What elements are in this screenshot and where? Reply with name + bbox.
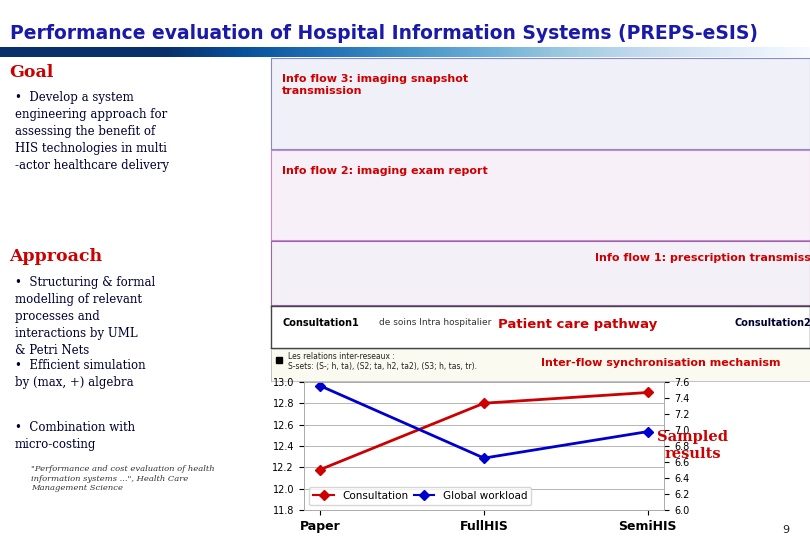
Text: "Performance and cost evaluation of health
information systems ...", Health Care: "Performance and cost evaluation of heal… xyxy=(32,465,215,492)
Legend: Consultation, Global workload: Consultation, Global workload xyxy=(309,487,531,505)
Text: •  Structuring & formal
modelling of relevant
processes and
interactions by UML
: • Structuring & formal modelling of rele… xyxy=(15,276,156,357)
Text: •  Combination with
micro-costing: • Combination with micro-costing xyxy=(15,421,135,451)
Text: Approach: Approach xyxy=(10,248,103,265)
Text: Les relations inter-reseaux :
S-sets: (S-; h, ta), (S2; ta, h2, ta2), (S3; h, ta: Les relations inter-reseaux : S-sets: (S… xyxy=(288,352,476,372)
Text: Info flow 3: imaging snapshot
transmission: Info flow 3: imaging snapshot transmissi… xyxy=(282,74,468,96)
Text: de soins Intra hospitalier: de soins Intra hospitalier xyxy=(379,318,492,327)
Text: Patient care pathway: Patient care pathway xyxy=(497,318,657,331)
Text: 9: 9 xyxy=(782,524,790,535)
Text: •  Efficient simulation
by (max, +) algebra: • Efficient simulation by (max, +) algeb… xyxy=(15,359,146,389)
Text: Performance evaluation of Hospital Information Systems (PREPS-eSIS): Performance evaluation of Hospital Infor… xyxy=(10,24,757,43)
Text: Info flow 2: imaging exam report: Info flow 2: imaging exam report xyxy=(282,166,488,176)
Text: Consultation1: Consultation1 xyxy=(282,318,359,328)
Text: Info flow 1: prescription transmission: Info flow 1: prescription transmission xyxy=(595,253,810,263)
Text: Sampled
results: Sampled results xyxy=(657,430,728,461)
Text: Consultation2: Consultation2 xyxy=(735,318,810,328)
Text: Inter-flow synchronisation mechanism: Inter-flow synchronisation mechanism xyxy=(541,358,780,368)
Text: Goal: Goal xyxy=(10,64,53,80)
Text: •  Develop a system
engineering approach for
assessing the benefit of
HIS techno: • Develop a system engineering approach … xyxy=(15,91,169,172)
